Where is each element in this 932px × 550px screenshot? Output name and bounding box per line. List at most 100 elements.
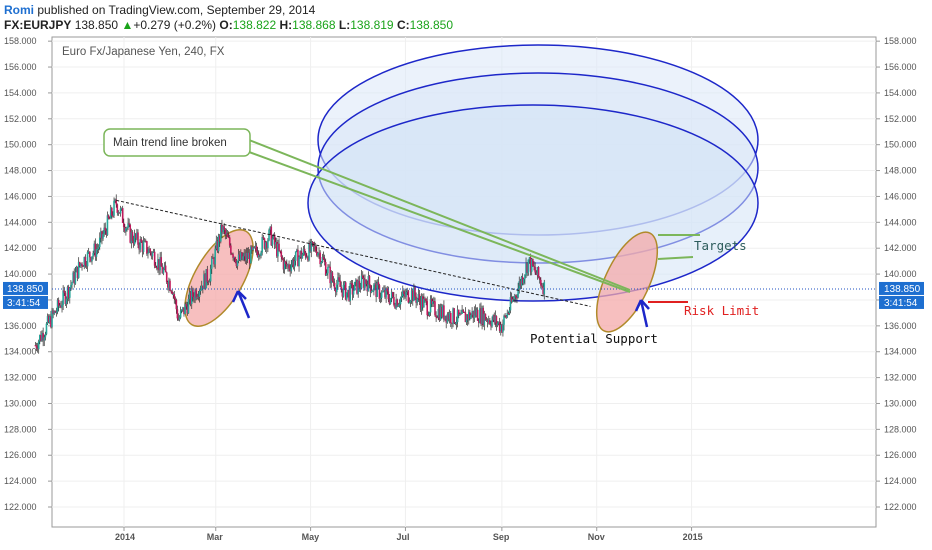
candle-body bbox=[296, 249, 298, 252]
candle-body bbox=[55, 311, 58, 313]
candle-body bbox=[154, 265, 157, 268]
candle-body bbox=[415, 296, 417, 303]
candle-body bbox=[143, 240, 146, 242]
candle-body bbox=[114, 199, 116, 201]
candle-body bbox=[487, 319, 490, 323]
candle-body bbox=[368, 275, 371, 285]
candle-body bbox=[451, 322, 453, 324]
y-tick-label-left: 134.000 bbox=[4, 347, 37, 357]
highlight-oval-right bbox=[595, 231, 659, 333]
candle-body bbox=[88, 251, 91, 258]
candle-body bbox=[465, 315, 468, 323]
candle-body bbox=[246, 252, 249, 259]
candle-body bbox=[467, 311, 470, 321]
candle-body bbox=[286, 264, 288, 267]
candle-body bbox=[304, 252, 307, 258]
candle-body bbox=[290, 264, 293, 272]
candle-body bbox=[297, 249, 299, 267]
candle-body bbox=[180, 309, 183, 311]
candle-body bbox=[449, 312, 452, 323]
candle-body bbox=[267, 240, 269, 249]
candle-body bbox=[47, 316, 50, 323]
candle-body bbox=[276, 242, 278, 257]
candle-body bbox=[508, 310, 511, 314]
candle-body bbox=[385, 288, 387, 298]
candle-body bbox=[44, 334, 47, 338]
candle-body bbox=[84, 257, 87, 266]
candle-body bbox=[366, 283, 369, 292]
candle-body bbox=[157, 259, 159, 268]
high-label: H: bbox=[279, 18, 293, 32]
candle-body bbox=[440, 307, 443, 317]
candle-body bbox=[534, 266, 536, 273]
y-tick-label-left: 154.000 bbox=[4, 88, 37, 98]
candle-body bbox=[212, 257, 214, 259]
candle-body bbox=[221, 224, 223, 233]
triangle-up-icon: ▲ bbox=[121, 18, 134, 32]
candle-body bbox=[292, 259, 295, 268]
y-tick-label-left: 142.000 bbox=[4, 243, 37, 253]
candle-body bbox=[291, 259, 294, 265]
candle-body bbox=[284, 261, 287, 265]
candle-body bbox=[269, 226, 271, 230]
candle-body bbox=[363, 277, 365, 288]
candle-body bbox=[122, 222, 125, 228]
candle-body bbox=[184, 304, 186, 315]
candle-body bbox=[244, 253, 247, 261]
candle-body bbox=[393, 296, 395, 305]
candle-body bbox=[198, 291, 201, 297]
candle-body bbox=[134, 233, 137, 239]
candle-body bbox=[540, 279, 542, 286]
y-tick-label-left: 124.000 bbox=[4, 476, 37, 486]
candle-body bbox=[423, 298, 425, 308]
candle-body bbox=[406, 290, 409, 293]
candle-body bbox=[225, 233, 228, 235]
candle-body bbox=[127, 223, 129, 228]
candle-body bbox=[52, 310, 54, 314]
candle-body bbox=[268, 229, 270, 241]
candle-body bbox=[126, 227, 128, 229]
candle-body bbox=[410, 290, 413, 302]
candle-body bbox=[441, 305, 444, 317]
candle-body bbox=[265, 242, 268, 249]
candle-body bbox=[158, 259, 160, 271]
y-tick-label-left: 158.000 bbox=[4, 36, 37, 46]
candle-body bbox=[503, 315, 505, 325]
candle-body bbox=[163, 265, 166, 270]
author-name[interactable]: Romi bbox=[4, 3, 34, 17]
candle-body bbox=[87, 251, 90, 253]
candle-body bbox=[435, 315, 437, 318]
candle-body bbox=[356, 279, 358, 294]
candle-body bbox=[253, 247, 256, 249]
candle-body bbox=[226, 233, 229, 237]
candle-body bbox=[209, 268, 212, 282]
risk-annotation: Risk Limit bbox=[648, 301, 759, 318]
candle-body bbox=[404, 294, 406, 297]
candle-body bbox=[463, 311, 466, 313]
candle-body bbox=[131, 232, 134, 242]
candle-body bbox=[142, 241, 145, 252]
candle-body bbox=[35, 345, 38, 349]
candle-body bbox=[348, 289, 350, 301]
y-tick-label-right: 156.000 bbox=[884, 62, 917, 72]
candle-body bbox=[486, 319, 489, 323]
publish-info: Romi published on TradingView.com, Septe… bbox=[4, 3, 315, 17]
candle-body bbox=[439, 307, 442, 321]
candle-body bbox=[72, 272, 74, 283]
candle-body bbox=[437, 309, 440, 318]
candle-body bbox=[425, 299, 427, 302]
candle-body bbox=[182, 307, 184, 310]
candle-body bbox=[455, 322, 458, 324]
candle-body bbox=[200, 285, 203, 290]
candle-body bbox=[161, 266, 164, 274]
targets-annotation: Targets bbox=[657, 234, 747, 260]
candle-body bbox=[318, 252, 320, 254]
candle-body bbox=[493, 315, 496, 323]
support-label: Potential Support bbox=[530, 331, 658, 346]
candle-body bbox=[85, 265, 88, 267]
candle-body bbox=[418, 294, 421, 301]
candle-body bbox=[164, 265, 167, 273]
candle-body bbox=[328, 266, 330, 268]
candle-body bbox=[496, 323, 499, 326]
